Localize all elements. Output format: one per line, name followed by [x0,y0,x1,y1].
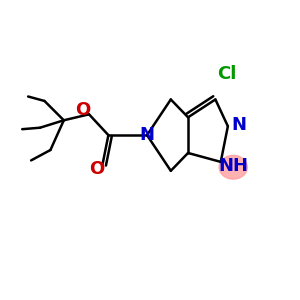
Text: N: N [139,125,154,143]
Text: Cl: Cl [218,65,237,83]
Text: NH: NH [218,157,248,175]
Text: O: O [76,101,91,119]
Text: N: N [232,116,247,134]
Ellipse shape [219,155,247,179]
Text: O: O [89,160,104,178]
